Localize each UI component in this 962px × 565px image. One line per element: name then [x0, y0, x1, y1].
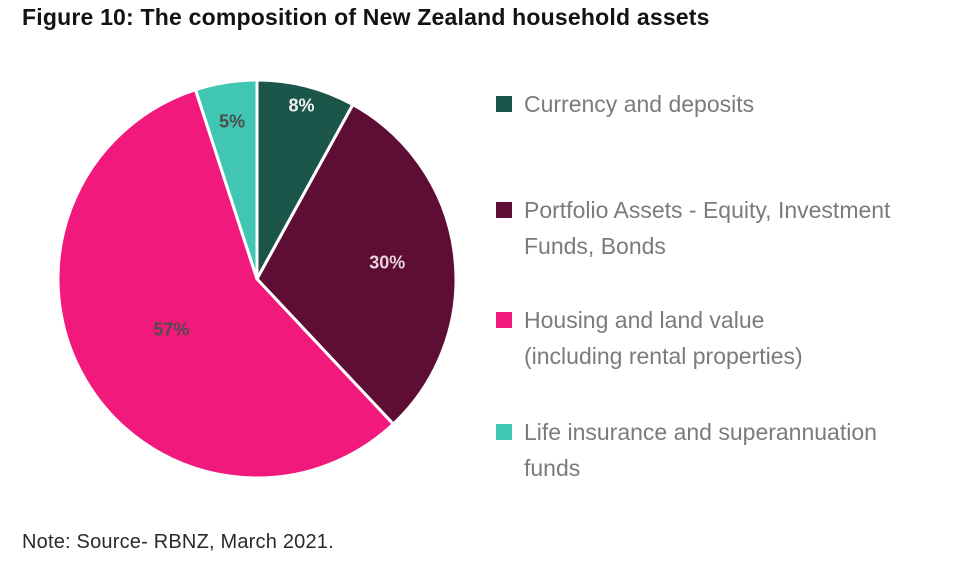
legend-label: Housing and land value (including rental … — [524, 307, 803, 369]
chart-legend: Currency and deposits Portfolio Assets - … — [496, 0, 956, 565]
legend-swatch-icon — [496, 96, 512, 112]
pie-chart: 8% 30% 57% 5% — [56, 78, 458, 480]
legend-label: Life insurance and superannuation funds — [524, 419, 877, 481]
legend-label: Portfolio Assets - Equity, Investment Fun… — [524, 197, 891, 259]
legend-swatch-icon — [496, 202, 512, 218]
source-note: Note: Source- RBNZ, March 2021. — [22, 531, 334, 553]
legend-item: Life insurance and superannuation funds — [496, 414, 877, 486]
pie-slice-label-3: 57% — [153, 319, 190, 340]
pie-chart-svg — [56, 78, 458, 480]
pie-slice-2 — [255, 103, 458, 426]
pie-slice-1 — [255, 78, 355, 281]
pie-slice-label-4: 5% — [219, 111, 246, 132]
legend-swatch-icon — [496, 424, 512, 440]
pie-slice-3 — [56, 88, 395, 480]
legend-swatch-icon — [496, 312, 512, 328]
pie-slice-4 — [194, 78, 259, 281]
legend-item: Portfolio Assets - Equity, Investment Fun… — [496, 192, 890, 264]
figure-title: Figure 10: The composition of New Zealan… — [22, 4, 710, 30]
legend-item: Currency and deposits — [496, 86, 754, 122]
pie-slice-label-2: 30% — [369, 252, 406, 273]
legend-item: Housing and land value (including rental … — [496, 302, 803, 374]
pie-slice-label-1: 8% — [288, 95, 315, 116]
legend-label: Currency and deposits — [524, 91, 755, 117]
